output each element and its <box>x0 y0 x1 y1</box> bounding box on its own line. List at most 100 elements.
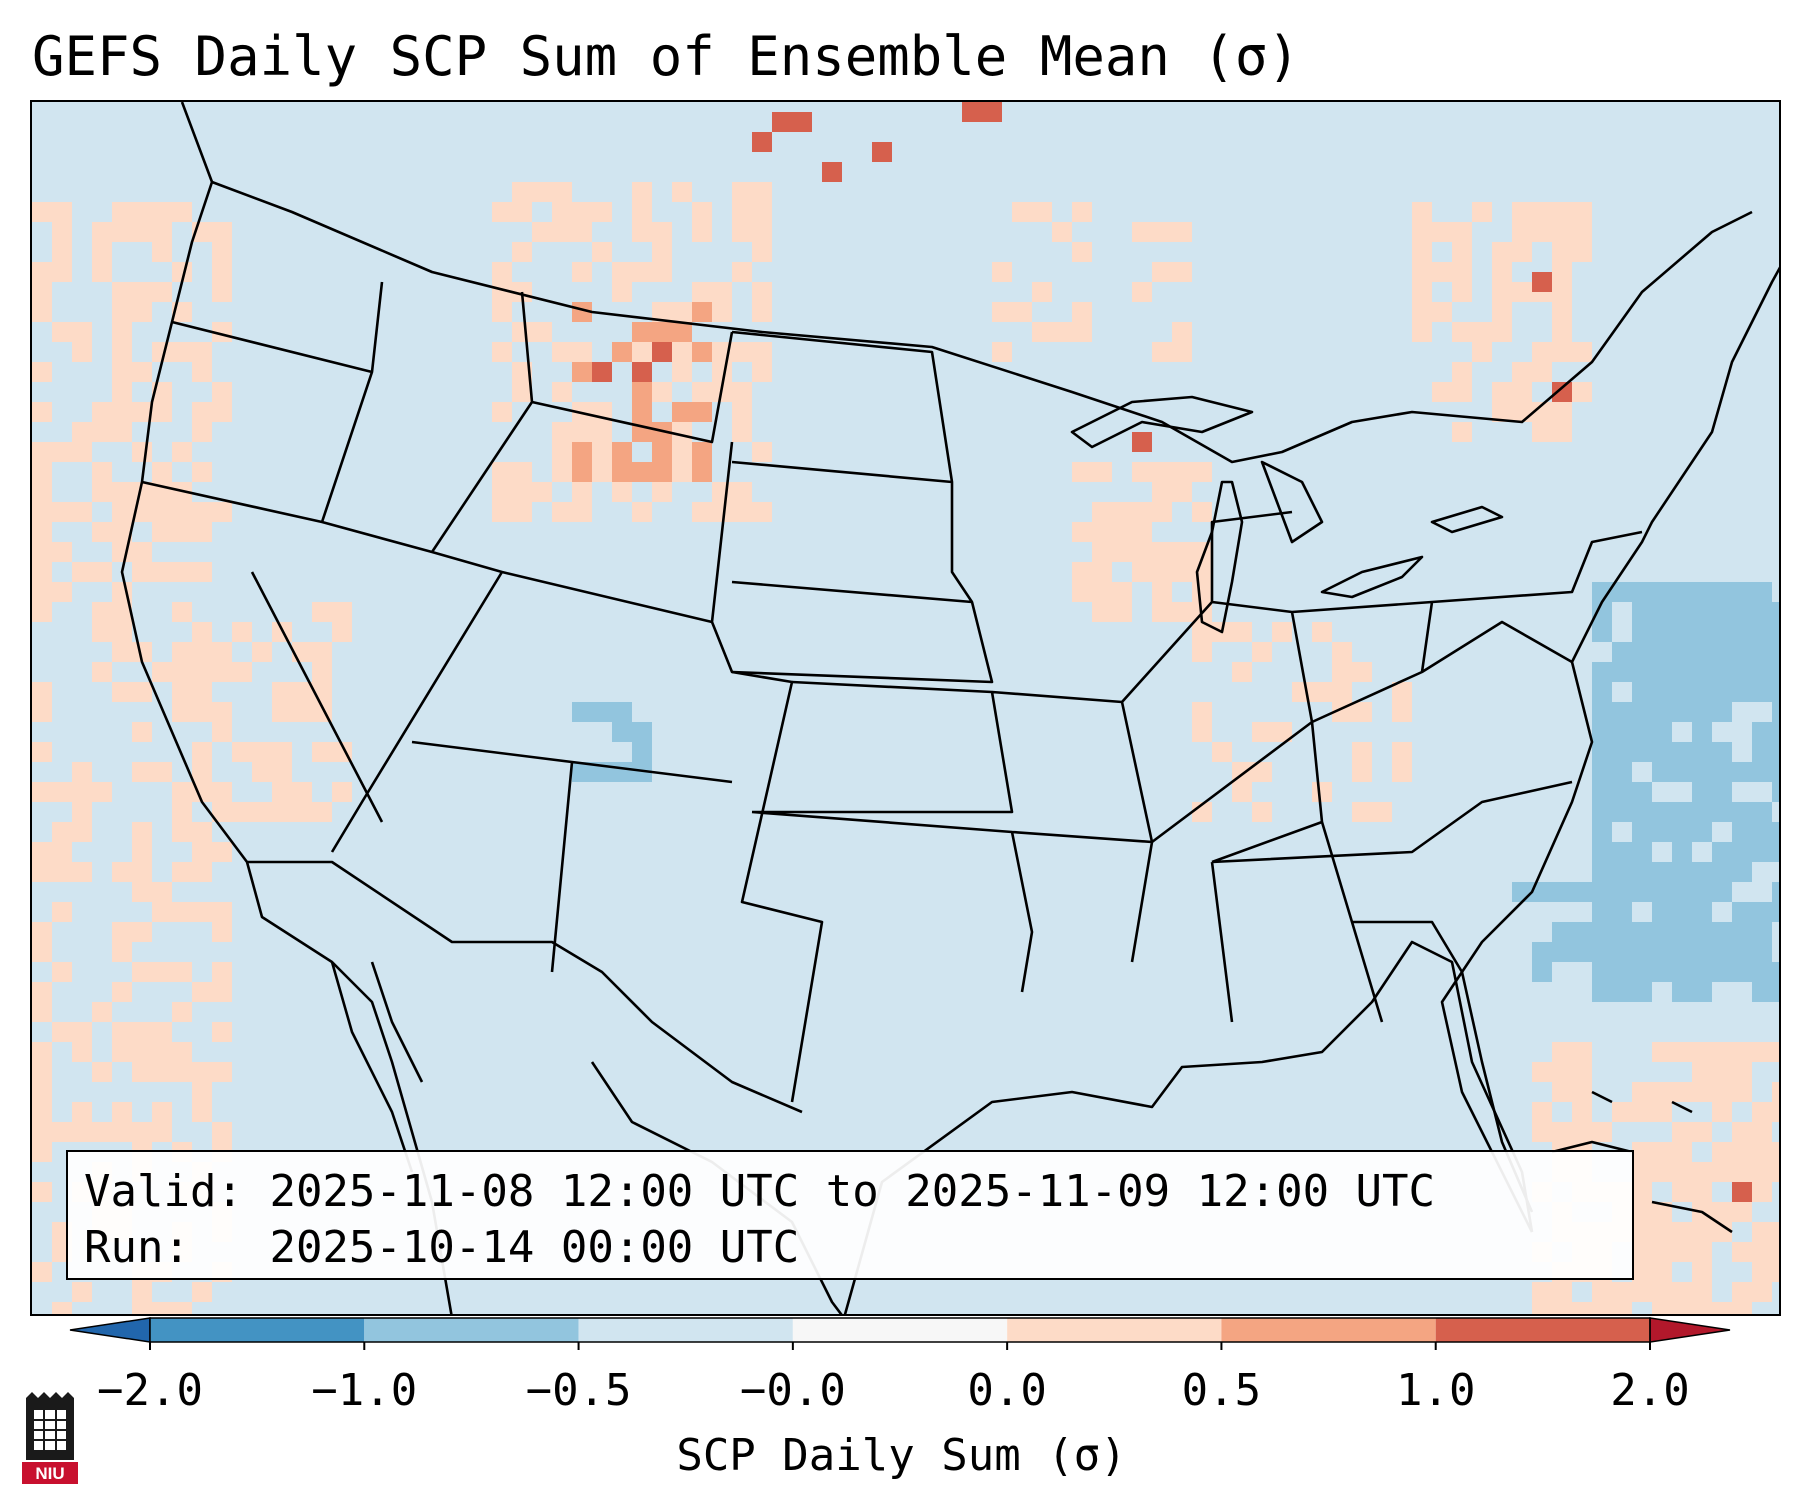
anomaly-cell <box>72 1102 92 1122</box>
anomaly-cell <box>672 302 692 322</box>
anomaly-cell <box>1512 202 1532 222</box>
lake-superior <box>1070 395 1254 449</box>
anomaly-cell <box>112 402 132 422</box>
anomaly-cell <box>132 402 152 422</box>
anomaly-cell <box>1732 582 1752 602</box>
anomaly-cell <box>1712 582 1732 602</box>
anomaly-cell <box>1312 782 1332 802</box>
anomaly-cell <box>692 282 712 302</box>
anomaly-cell <box>132 1302 152 1314</box>
anomaly-cell <box>632 722 652 742</box>
anomaly-cell <box>152 462 172 482</box>
anomaly-cell <box>92 522 112 542</box>
anomaly-cell <box>492 462 512 482</box>
anomaly-cell <box>1172 262 1192 282</box>
anomaly-cell <box>32 1042 52 1062</box>
anomaly-cell <box>1092 542 1112 562</box>
anomaly-cell <box>1752 842 1772 862</box>
anomaly-cell <box>732 382 752 402</box>
anomaly-cell <box>572 202 592 222</box>
anomaly-cell <box>112 362 132 382</box>
anomaly-cell <box>1652 1082 1672 1102</box>
anomaly-cell <box>72 342 92 362</box>
anomaly-cell <box>1552 1302 1572 1314</box>
anomaly-cell <box>1112 582 1132 602</box>
anomaly-cell <box>112 602 132 622</box>
anomaly-cell <box>1772 702 1779 722</box>
anomaly-cell <box>572 762 592 782</box>
anomaly-cell <box>1552 1062 1572 1082</box>
state-lines-west <box>141 281 824 1103</box>
anomaly-cell <box>1652 742 1672 762</box>
anomaly-cell <box>612 482 632 502</box>
anomaly-cell <box>1712 842 1732 862</box>
anomaly-cell <box>72 1282 92 1302</box>
anomaly-cell <box>1712 742 1732 762</box>
anomaly-cell <box>1672 662 1692 682</box>
anomaly-cell <box>1712 942 1732 962</box>
anomaly-cell <box>532 322 552 342</box>
anomaly-cell <box>1472 322 1492 342</box>
caribbean-islands <box>1551 1090 1733 1234</box>
anomaly-cell <box>1572 882 1592 902</box>
anomaly-cell <box>1692 902 1712 922</box>
anomaly-cell <box>212 242 232 262</box>
anomaly-cell <box>172 202 192 222</box>
anomaly-cell <box>1552 242 1572 262</box>
anomaly-cell <box>72 442 92 462</box>
anomaly-cell <box>112 862 132 882</box>
anomaly-cell <box>1752 622 1772 642</box>
anomaly-cell <box>32 302 52 322</box>
anomaly-cell <box>1552 342 1572 362</box>
anomaly-cell <box>1752 1282 1772 1302</box>
anomaly-cell <box>1732 942 1752 962</box>
anomaly-cell <box>732 202 752 222</box>
anomaly-cell <box>1612 762 1632 782</box>
anomaly-cell <box>192 1082 212 1102</box>
anomaly-cell <box>52 442 72 462</box>
anomaly-cell <box>112 682 132 702</box>
niu-logo: NIU <box>22 1392 78 1484</box>
anomaly-cell <box>1772 662 1779 682</box>
anomaly-cell <box>1732 1062 1752 1082</box>
anomaly-cell <box>1332 642 1352 662</box>
anomaly-cell <box>332 602 352 622</box>
anomaly-cell <box>1112 602 1132 622</box>
colorbar-tick-label: 1.0 <box>1395 1365 1476 1416</box>
anomaly-cell <box>172 962 192 982</box>
anomaly-cell <box>552 182 572 202</box>
anomaly-cell <box>512 362 532 382</box>
anomaly-cell <box>652 262 672 282</box>
colorbar-tick-label: −2.0 <box>97 1365 203 1416</box>
anomaly-cell <box>92 262 112 282</box>
anomaly-cell <box>1752 962 1772 982</box>
anomaly-cell <box>1672 902 1692 922</box>
anomaly-cell <box>1532 202 1552 222</box>
anomaly-cell <box>1712 702 1732 722</box>
anomaly-cell <box>132 282 152 302</box>
anomaly-cell <box>712 362 732 382</box>
anomaly-cell <box>1532 1122 1552 1142</box>
anomaly-cell <box>612 702 632 722</box>
anomaly-cell <box>1272 722 1292 742</box>
anomaly-cell <box>1712 662 1732 682</box>
anomaly-cell <box>212 382 232 402</box>
anomaly-cell <box>1172 222 1192 242</box>
anomaly-cell <box>1592 782 1612 802</box>
anomaly-cell <box>1572 1122 1592 1142</box>
anomaly-cell <box>1752 922 1772 942</box>
anomaly-cell <box>632 402 652 422</box>
anomaly-cell <box>32 702 52 722</box>
anomaly-cell <box>1652 722 1672 742</box>
colorbar-tick-label: 0.0 <box>967 1365 1047 1416</box>
anomaly-cell <box>1712 762 1732 782</box>
anomaly-cell <box>1692 662 1712 682</box>
anomaly-cell <box>1652 662 1672 682</box>
anomaly-cell <box>1492 302 1512 322</box>
anomaly-cell <box>1692 1042 1712 1062</box>
anomaly-cell <box>1592 1122 1612 1142</box>
anomaly-cell <box>1612 922 1632 942</box>
anomaly-cell <box>552 382 572 402</box>
anomaly-cell <box>32 522 52 542</box>
anomaly-cell <box>1512 282 1532 302</box>
